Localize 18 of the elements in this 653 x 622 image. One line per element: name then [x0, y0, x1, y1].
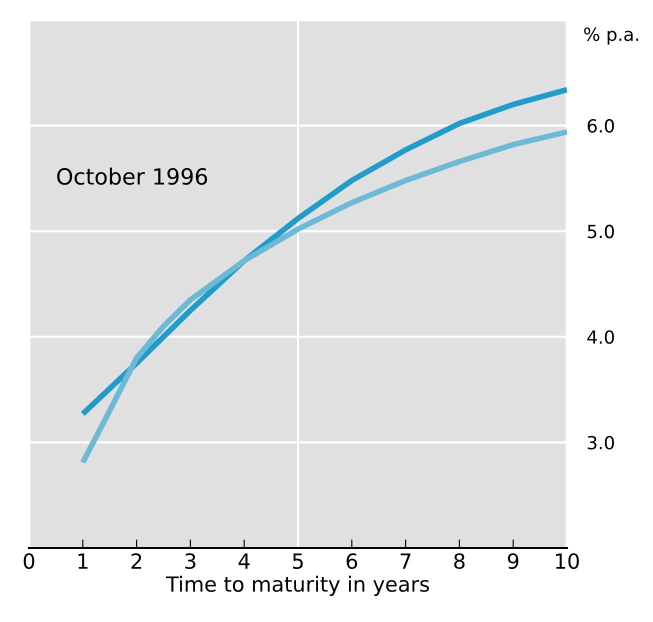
- y-tick-label: 5.0: [588, 224, 614, 238]
- x-tick-label: 6: [346, 553, 358, 569]
- x-tick-label: 0: [24, 553, 34, 569]
- x-tick-label: 4: [238, 554, 250, 569]
- x-tick-label: 3: [185, 553, 196, 569]
- x-tick-label: 10: [556, 553, 579, 569]
- x-tick-label: 8: [454, 553, 465, 569]
- x-tick-label: 1: [78, 554, 88, 569]
- annotation: October 1996: [57, 168, 208, 185]
- x-tick-label: 7: [400, 554, 410, 569]
- x-tick-label: 2: [132, 553, 142, 569]
- x-tick-label: 5: [292, 554, 303, 569]
- y-axis-title: % p.a.: [584, 27, 638, 45]
- x-tick-label: 9: [508, 553, 518, 569]
- x-axis-title: Time to maturity in years: [166, 576, 429, 596]
- y-tick-label: 6.0: [588, 119, 614, 133]
- y-tick-label: 3.0: [588, 436, 614, 450]
- y-tick-label: 4.0: [587, 330, 614, 344]
